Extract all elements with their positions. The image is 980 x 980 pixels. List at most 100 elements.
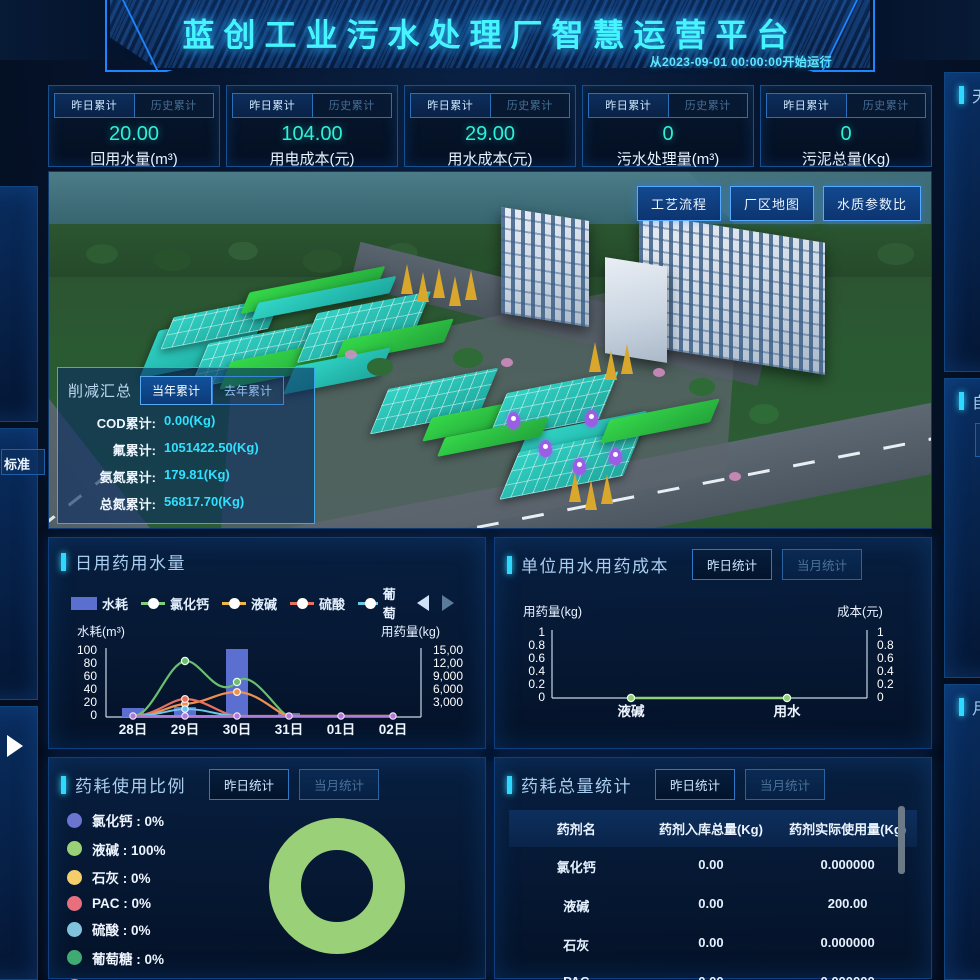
- reduction-key: COD累计:: [96, 416, 156, 431]
- pie-legend-item[interactable]: 液碱 : 100%: [67, 839, 485, 859]
- kpi-tab-history[interactable]: 历史累计: [668, 93, 748, 118]
- y2-tick: 0.6: [877, 651, 894, 665]
- legend-item-liquid-alkali[interactable]: 液碱: [222, 594, 277, 613]
- tab-month-stats[interactable]: 当月统计: [745, 769, 826, 800]
- pie-legend-item[interactable]: 石灰 : 0%: [67, 867, 485, 887]
- play-icon[interactable]: [7, 735, 23, 757]
- edge-panel-left-top[interactable]: [0, 186, 38, 422]
- point-methanol: [285, 712, 293, 720]
- plant-aerial-view[interactable]: 工艺流程 厂区地图 水质参数比 削减汇总 当年累计 去年累计 COD累计: 0.…: [48, 171, 932, 529]
- tab-month-stats[interactable]: 当月统计: [782, 549, 863, 580]
- kpi-tab-history[interactable]: 历史累计: [490, 93, 570, 118]
- legend-swatch-line: [290, 597, 315, 609]
- map-pin[interactable]: [507, 412, 520, 429]
- reduction-row: 氟累计: 1051422.50(Kg): [68, 440, 304, 459]
- edge-panel-right-bottom[interactable]: 月: [944, 684, 980, 980]
- kpi-card-sewage-volume: 昨日累计 历史累计 0 污水处理量(m³): [582, 85, 754, 168]
- panel-title: 药耗使用比例: [75, 777, 186, 796]
- runtime-since-label: 从2023-09-01 00:00:00开始运行: [649, 55, 832, 69]
- kpi-tab-history[interactable]: 历史累计: [312, 93, 392, 118]
- header-banner-bg: [110, 0, 870, 68]
- panel-chemical-total: 药耗总量统计 昨日统计 当月统计 药剂名 药剂入库总量(Kg) 药剂实际使用量(…: [494, 757, 932, 980]
- point-methanol: [233, 712, 241, 720]
- y-tick: 0.6: [528, 651, 545, 665]
- table-row[interactable]: 液碱 0.00 200.00: [509, 886, 917, 925]
- tab-last-year[interactable]: 去年累计: [212, 376, 285, 405]
- header-right-shade: [850, 0, 980, 60]
- aerial-building-office-a: [501, 207, 589, 327]
- map-pin[interactable]: [585, 410, 598, 427]
- legend-item-sulfuric-acid[interactable]: 硫酸: [290, 594, 345, 613]
- map-pin[interactable]: [609, 448, 622, 465]
- legend-item-calcium-chloride[interactable]: 氯化钙: [141, 594, 209, 613]
- legend-dot-calcium-chloride: [67, 812, 82, 828]
- pie-legend-item[interactable]: 葡萄糖 : 0%: [67, 948, 485, 968]
- legend-dot-glucose: [67, 950, 82, 965]
- legend-swatch-line: [141, 597, 166, 609]
- table-scrollbar-thumb[interactable]: [898, 806, 905, 874]
- pie-legend-item[interactable]: 硫酸 : 0%: [67, 919, 485, 939]
- y-tick: 0.2: [528, 677, 545, 691]
- aerial-blossom: [345, 350, 357, 359]
- pie-legend-item[interactable]: 氯化钙 : 0%: [67, 810, 485, 830]
- header-banner-stripes: [110, 0, 870, 68]
- edge-panel-left-bottom[interactable]: [0, 706, 38, 980]
- edge-panel-title: 天: [972, 83, 980, 107]
- chemical-total-table: 药剂名 药剂入库总量(Kg) 药剂实际使用量(Kg) 氯化钙 0.00 0.00…: [509, 806, 917, 980]
- cell-actual-used: 0.000000: [778, 964, 917, 980]
- kpi-tab-history[interactable]: 历史累计: [846, 93, 926, 118]
- panel-daily-water-chemical: 日用药用水量 水耗 氯化钙 液碱 硫酸 葡萄: [48, 537, 486, 749]
- aerial-blossom: [729, 472, 741, 481]
- map-pin[interactable]: [573, 458, 586, 475]
- aerial-blossom: [653, 368, 665, 377]
- reduction-row: COD累计: 0.00(Kg): [68, 413, 304, 432]
- tab-month-stats[interactable]: 当月统计: [299, 769, 380, 800]
- legend-label: 葡萄糖 : 0%: [92, 951, 165, 967]
- pie-legend-item[interactable]: 甲醇 : 0%: [67, 976, 485, 980]
- legend-label: 葡萄: [382, 587, 396, 621]
- reduction-value: 1051422.50(Kg): [164, 440, 259, 455]
- table-row[interactable]: 石灰 0.00 0.000000: [509, 925, 917, 964]
- point-methanol: [337, 712, 345, 720]
- tab-yesterday-stats[interactable]: 昨日统计: [209, 769, 290, 800]
- tab-current-year[interactable]: 当年累计: [140, 376, 213, 405]
- table-row[interactable]: 氯化钙 0.00 0.000000: [509, 847, 917, 886]
- pie-legend-item[interactable]: PAC : 0%: [67, 895, 485, 911]
- map-pin[interactable]: [539, 440, 552, 457]
- edge-panel-left-middle[interactable]: 标准: [0, 428, 45, 700]
- legend-next-icon[interactable]: [442, 595, 455, 611]
- tab-yesterday-stats[interactable]: 昨日统计: [655, 769, 736, 800]
- reduction-row: 总氮累计: 56817.70(Kg): [68, 494, 304, 513]
- legend-dot-sulfuric-acid: [67, 921, 82, 937]
- point-calcium-chloride: [180, 656, 190, 666]
- plant-map-button[interactable]: 厂区地图: [729, 186, 814, 221]
- legend-prev-icon[interactable]: [417, 595, 430, 611]
- kpi-tab-history[interactable]: 历史累计: [134, 93, 214, 118]
- legend-item-water[interactable]: 水耗: [71, 594, 128, 613]
- kpi-tab-yesterday[interactable]: 昨日累计: [54, 93, 135, 118]
- process-flow-button[interactable]: 工艺流程: [636, 186, 721, 221]
- cell-chemical-name: 氯化钙: [556, 860, 596, 875]
- kpi-tab-yesterday[interactable]: 昨日累计: [588, 93, 669, 118]
- tab-yesterday-stats[interactable]: 昨日统计: [692, 549, 773, 580]
- legend-label: 硫酸: [319, 596, 346, 612]
- panel-title: 单位用水用药成本: [521, 557, 669, 576]
- donut-chart-svg[interactable]: [267, 816, 407, 956]
- water-quality-params-button[interactable]: 水质参数比: [822, 186, 921, 221]
- panel-accent-bar: [959, 698, 964, 716]
- legend-label: 石灰 : 0%: [92, 871, 151, 886]
- edge-panel-right-middle[interactable]: 自: [944, 378, 980, 678]
- legend-item-glucose[interactable]: 葡萄: [358, 584, 404, 622]
- kpi-tab-yesterday[interactable]: 昨日累计: [232, 93, 313, 118]
- kpi-tab-yesterday[interactable]: 昨日累计: [410, 93, 491, 118]
- kpi-tab-yesterday[interactable]: 昨日累计: [766, 93, 847, 118]
- line-liquid-alkali: [132, 690, 393, 718]
- reduction-summary-header: 削减汇总 当年累计 去年累计: [68, 376, 304, 405]
- edge-panel-right-top[interactable]: 天: [944, 72, 980, 372]
- legend-dot-pac: [67, 895, 82, 911]
- y2-tick: 0.8: [877, 638, 894, 652]
- table-row[interactable]: PAC 0.00 0.000000: [509, 964, 917, 980]
- edge-right-sub-box[interactable]: [975, 423, 980, 457]
- aerial-tree: [605, 350, 617, 380]
- legend-label: PAC : 0%: [92, 895, 152, 911]
